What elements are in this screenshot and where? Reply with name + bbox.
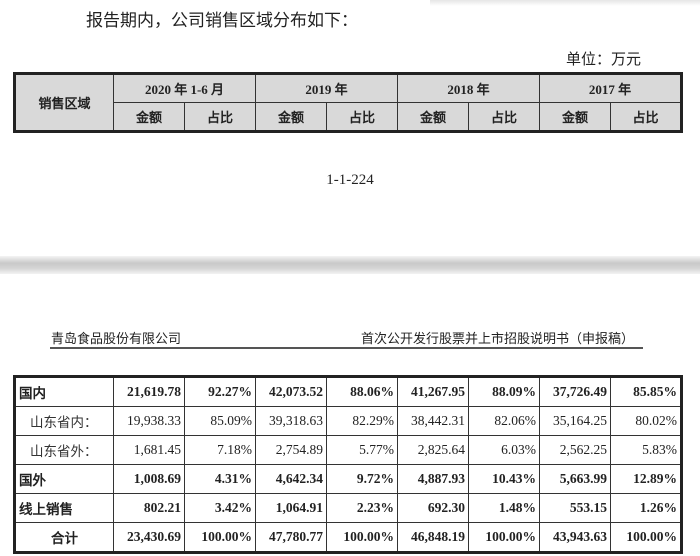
amount-cell: 23,430.69: [113, 522, 185, 553]
amount-cell: 1,008.69: [113, 464, 185, 494]
page-shadow: [430, 0, 700, 6]
amount-cell: 21,619.78: [113, 376, 185, 407]
ratio-cell: 80.02%: [610, 406, 682, 436]
amount-cell: 4,887.93: [397, 464, 469, 494]
table-row: 合计 23,430.69 100.00% 47,780.77 100.00% 46,848…: [14, 522, 682, 553]
table-row: 线上销售 802.21 3.42% 1,064.91 2.23% 692.30 1.48% 5…: [14, 493, 682, 523]
ratio-cell: 85.85%: [610, 376, 682, 407]
amount-cell: 38,442.31: [397, 406, 469, 436]
amount-cell: 802.21: [113, 493, 185, 523]
ratio-cell: 12.89%: [610, 464, 682, 494]
amount-cell: 46,848.19: [397, 522, 469, 553]
amount-header: 金额: [113, 102, 185, 132]
amount-cell: 553.15: [539, 493, 611, 523]
row-label: 山东省外：: [14, 435, 114, 465]
period-header: 2017 年: [539, 73, 683, 103]
period-header: 2020 年 1-6 月: [113, 73, 256, 103]
table-row: 山东省内： 19,938.33 85.09% 39,318.63 82.29% 38,44…: [14, 406, 682, 436]
ratio-cell: 9.72%: [326, 464, 398, 494]
ratio-cell: 6.03%: [468, 435, 540, 465]
region-header: 销售区域: [14, 73, 114, 132]
ratio-cell: 88.06%: [326, 376, 398, 407]
unit-label: 单位：万元: [566, 52, 642, 68]
row-label: 山东省内：: [14, 406, 114, 436]
amount-cell: 41,267.95: [397, 376, 469, 407]
amount-cell: 35,164.25: [539, 406, 611, 436]
amount-header: 金额: [397, 102, 470, 132]
row-label: 线上销售: [14, 493, 114, 523]
ratio-cell: 3.42%: [184, 493, 256, 523]
ratio-cell: 7.18%: [184, 435, 256, 465]
page-number: 1-1-224: [326, 172, 374, 188]
amount-cell: 5,663.99: [539, 464, 611, 494]
amount-cell: 4,642.34: [255, 464, 327, 494]
page-break: [0, 256, 700, 274]
ratio-header: 占比: [184, 102, 256, 132]
row-label: 国外: [14, 464, 114, 494]
ratio-cell: 100.00%: [184, 522, 256, 553]
amount-header: 金额: [539, 102, 612, 132]
ratio-cell: 10.43%: [468, 464, 540, 494]
header-divider: [50, 347, 643, 349]
ratio-cell: 100.00%: [468, 522, 540, 553]
period-header: 2018 年: [397, 73, 541, 103]
ratio-cell: 5.83%: [610, 435, 682, 465]
amount-header: 金额: [255, 102, 327, 132]
amount-cell: 692.30: [397, 493, 469, 523]
ratio-cell: 2.23%: [326, 493, 398, 523]
sales-region-table-header: 销售区域 2020 年 1-6 月 2019 年 2018 年 2017 年 金…: [13, 72, 684, 133]
amount-cell: 37,726.49: [539, 376, 611, 407]
amount-cell: 1,064.91: [255, 493, 327, 523]
amount-cell: 2,754.89: [255, 435, 327, 465]
ratio-cell: 88.09%: [468, 376, 540, 407]
ratio-cell: 4.31%: [184, 464, 256, 494]
ratio-cell: 1.26%: [610, 493, 682, 523]
table-row: 山东省外： 1,681.45 7.18% 2,754.89 5.77% 2,825.64 6…: [14, 435, 682, 465]
amount-cell: 42,073.52: [255, 376, 327, 407]
period-header: 2019 年: [254, 73, 399, 103]
table-row: 国内 21,619.78 92.27% 42,073.52 88.06% 41,267.9…: [14, 376, 682, 407]
document-title: 首次公开发行股票并上市招股说明书（申报稿）: [360, 331, 634, 346]
ratio-cell: 1.48%: [468, 493, 540, 523]
amount-cell: 43,943.63: [539, 522, 611, 553]
ratio-cell: 82.29%: [326, 406, 398, 436]
ratio-cell: 5.77%: [326, 435, 398, 465]
ratio-cell: 100.00%: [326, 522, 398, 553]
row-label: 国内: [14, 376, 114, 407]
ratio-header: 占比: [468, 102, 541, 132]
row-label: 合计: [14, 522, 114, 553]
ratio-cell: 82.06%: [468, 406, 540, 436]
company-name: 青岛食品股份有限公司: [51, 331, 182, 346]
sales-region-table-body: 国内 21,619.78 92.27% 42,073.52 88.06% 41,267.9…: [13, 375, 683, 554]
ratio-header: 占比: [325, 102, 399, 132]
ratio-cell: 85.09%: [184, 406, 256, 436]
ratio-header: 占比: [610, 102, 683, 132]
amount-cell: 47,780.77: [255, 522, 327, 553]
intro-text: 报告期内，公司销售区域分布如下：: [86, 11, 358, 30]
table-row: 国外 1,008.69 4.31% 4,642.34 9.72% 4,887.93 10.4…: [14, 464, 682, 494]
amount-cell: 1,681.45: [113, 435, 185, 465]
ratio-cell: 100.00%: [610, 522, 682, 553]
amount-cell: 39,318.63: [255, 406, 327, 436]
amount-cell: 2,825.64: [397, 435, 469, 465]
ratio-cell: 92.27%: [184, 376, 256, 407]
amount-cell: 2,562.25: [539, 435, 611, 465]
amount-cell: 19,938.33: [113, 406, 185, 436]
